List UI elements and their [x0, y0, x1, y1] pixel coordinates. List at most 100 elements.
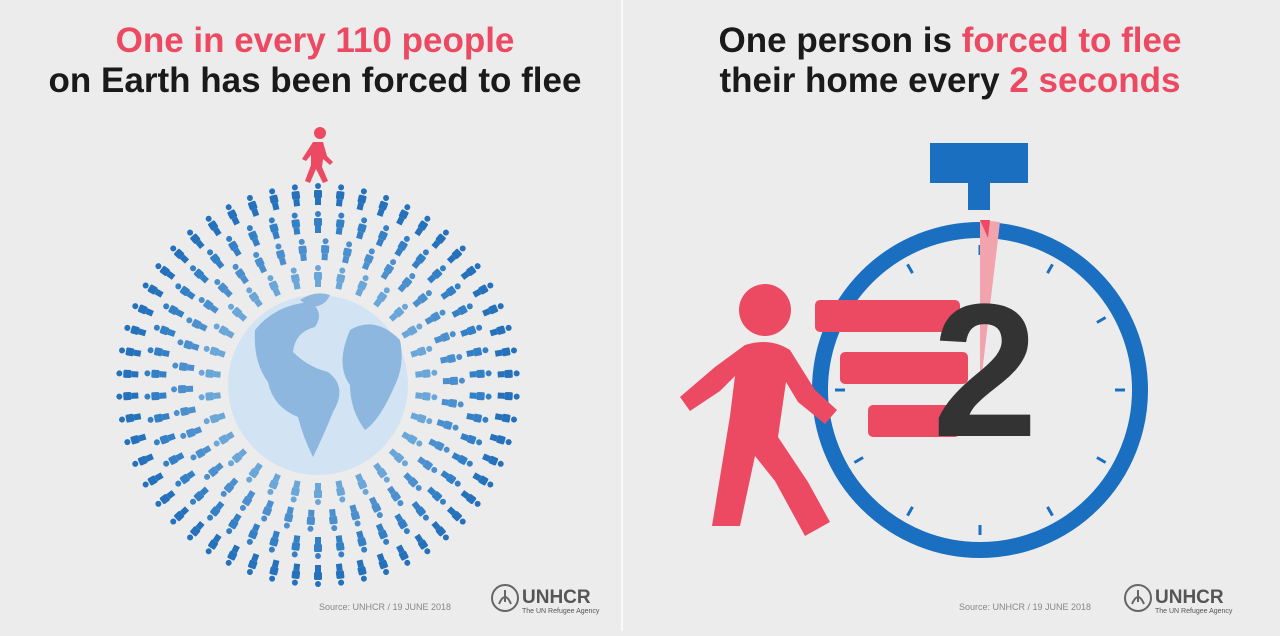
person-icon: [291, 535, 301, 558]
person-icon: [469, 369, 492, 379]
person-icon: [373, 462, 390, 483]
speed-bars: [815, 300, 968, 437]
tick: [906, 263, 914, 274]
person-icon: [116, 369, 139, 379]
person-icon: [291, 184, 301, 207]
tick: [1046, 506, 1054, 517]
person-icon: [376, 195, 390, 217]
person-icon: [387, 485, 404, 507]
person-icon: [246, 195, 260, 217]
person-icon: [180, 426, 203, 439]
person-icon: [190, 486, 209, 505]
person-icon: [204, 462, 224, 480]
person-icon: [411, 249, 429, 269]
person-icon: [414, 215, 431, 237]
person-icon: [412, 290, 432, 308]
person-icon: [380, 259, 397, 280]
person-icon: [417, 456, 438, 473]
person-icon: [132, 303, 154, 317]
title-part: forced to flee: [962, 21, 1182, 60]
person-icon: [119, 347, 142, 357]
person-icon: [451, 303, 473, 318]
person-icon: [441, 398, 464, 408]
person-icon: [116, 391, 139, 401]
person-icon: [489, 433, 512, 446]
right-logo: UNHCR The UN Refugee Agency: [1124, 584, 1233, 615]
person-icon: [342, 241, 353, 264]
person-icon: [460, 263, 481, 280]
person-icon: [246, 553, 260, 575]
walking-person: [302, 127, 333, 183]
person-icon: [283, 506, 294, 529]
person-icon: [356, 530, 368, 553]
person-icon: [375, 225, 390, 247]
person-icon: [214, 279, 233, 298]
person-icon: [314, 565, 322, 587]
person-icon: [440, 354, 463, 364]
person-icon: [291, 563, 301, 586]
title-part: their home every: [719, 61, 1000, 100]
person-icon: [329, 508, 338, 532]
person-icon: [440, 470, 461, 487]
person-icon: [268, 217, 280, 240]
person-icon: [177, 339, 200, 351]
person-icon: [153, 433, 176, 446]
person-icon: [411, 501, 429, 521]
person-icon: [320, 238, 330, 261]
person-icon: [460, 490, 481, 507]
person-icon: [290, 480, 301, 503]
right-source: Source: UNHCR / 19 JUNE 2018: [959, 602, 1091, 612]
stopwatch: [812, 143, 1148, 558]
person-icon: [335, 563, 345, 586]
person-icon: [153, 324, 176, 337]
person-icon: [446, 245, 466, 264]
left-title-line2: on Earth has been forced to flee: [49, 61, 582, 100]
people-rings: [116, 183, 520, 587]
globe: [228, 293, 408, 475]
person-icon: [356, 559, 367, 582]
tick: [1096, 316, 1107, 324]
right-title-line1: One person is forced to flee: [719, 21, 1182, 60]
person-icon: [410, 412, 433, 425]
person-icon: [375, 523, 390, 545]
person-icon: [394, 513, 410, 535]
person-icon: [205, 215, 222, 237]
person-icon: [427, 486, 446, 505]
person-icon: [268, 530, 280, 553]
person-icon: [446, 506, 466, 525]
person-icon: [190, 265, 209, 284]
person-icon: [124, 433, 147, 446]
person-icon: [142, 282, 164, 298]
person-icon: [175, 283, 196, 300]
person-icon: [314, 183, 322, 205]
person-icon: [482, 453, 504, 467]
person-icon: [436, 419, 459, 431]
person-icon: [261, 499, 275, 522]
person-icon: [147, 347, 170, 358]
person-icon: [163, 303, 185, 318]
person-icon: [368, 496, 383, 519]
title-part: One person is: [719, 21, 952, 60]
person-icon: [394, 235, 410, 257]
person-icon: [469, 391, 492, 401]
person-icon: [388, 303, 408, 322]
person-icon: [451, 452, 473, 467]
person-icon: [187, 520, 205, 541]
person-icon: [198, 297, 219, 314]
divider: [621, 0, 623, 631]
person-icon: [290, 267, 301, 290]
person-icon: [198, 392, 221, 401]
person-icon: [163, 452, 185, 467]
person-icon: [246, 523, 261, 545]
person-icon: [132, 453, 154, 467]
person-icon: [396, 544, 411, 566]
person-icon: [207, 501, 225, 521]
person-icon: [144, 391, 167, 401]
person-icon: [147, 412, 170, 423]
person-icon: [269, 188, 280, 211]
person-icon: [314, 537, 322, 559]
person-icon: [275, 243, 287, 266]
person-icon: [335, 212, 345, 235]
right-title-line2: their home every 2 seconds: [719, 61, 1180, 100]
